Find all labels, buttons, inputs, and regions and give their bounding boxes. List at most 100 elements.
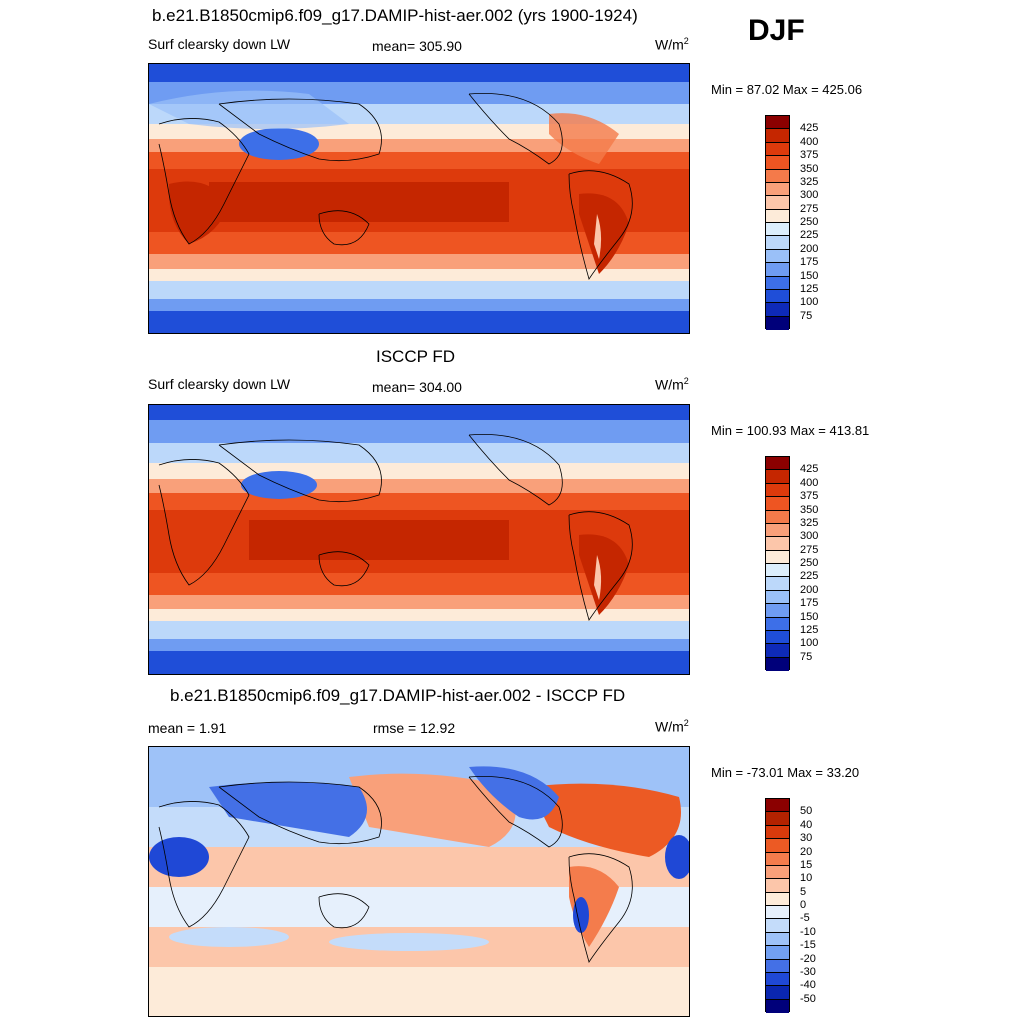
panel3-colorbar-segment xyxy=(766,865,789,880)
panel3-colorbar-tick-label: -5 xyxy=(800,912,810,925)
panel3-rmse-label: rmse = 12.92 xyxy=(373,720,456,736)
panel3-colorbar-tick-label: 5 xyxy=(800,885,807,898)
panel2-colorbar-segment xyxy=(766,630,789,645)
panel2-title: ISCCP FD xyxy=(376,347,456,366)
panel2-colorbar-tick-label: 150 xyxy=(800,610,819,623)
panel3-colorbar-segment xyxy=(766,932,789,947)
panel1-colorbar-tick-label: 325 xyxy=(800,175,819,188)
panel3-units: W/m2 xyxy=(655,718,689,735)
panel1-colorbar-tick-label: 275 xyxy=(800,202,819,215)
panel1-colorbar-segment xyxy=(766,182,789,197)
panel3-colorbar-tick-label: -50 xyxy=(800,992,816,1005)
panel1-colorbar-segment xyxy=(766,223,789,237)
panel1-colorbar-tick-label: 200 xyxy=(800,242,819,255)
panel2-colorbar-segment xyxy=(766,510,789,524)
panel1-colorbar-segment xyxy=(766,263,789,277)
panel1-map xyxy=(148,63,690,334)
panel2-colorbar-tick-label: 250 xyxy=(800,557,819,569)
panel1-colorbar-tick-label: 150 xyxy=(800,269,819,282)
panel2-units: W/m2 xyxy=(655,376,689,393)
panel2-colorbar-tick-label: 200 xyxy=(800,583,819,596)
panel2-colorbar-segment xyxy=(766,470,789,484)
panel1-colorbar-segment xyxy=(766,289,789,304)
panel3-colorbar-segment xyxy=(766,959,789,973)
panel1-mean-label: mean= 305.90 xyxy=(372,38,462,54)
panel3-colorbar-tick-label: -15 xyxy=(800,939,816,952)
panel2-colorbar-tick-label: 100 xyxy=(800,637,819,650)
panel3-colorbar-segment xyxy=(766,825,789,840)
panel1-colorbar-segment xyxy=(766,249,789,264)
panel3-colorbar-segment xyxy=(766,972,789,987)
panel1-colorbar xyxy=(765,115,790,330)
panel2-colorbar-tick-label: 375 xyxy=(800,490,819,503)
panel3-colorbar-tick-label: 40 xyxy=(800,818,813,831)
panel2-colorbar-tick-label: 400 xyxy=(800,476,819,489)
panel3-colorbar-tick-label: -40 xyxy=(800,979,816,992)
panel2-colorbar-tick-label: 325 xyxy=(800,516,819,529)
panel2-minmax: Min = 100.93 Max = 413.81 xyxy=(711,423,870,438)
panel3-colorbar-tick-label: 15 xyxy=(800,858,813,871)
panel3-title: b.e21.B1850cmip6.f09_g17.DAMIP-hist-aer.… xyxy=(170,686,626,705)
panel1-units: W/m2 xyxy=(655,36,689,53)
panel2-colorbar-tick-label: 350 xyxy=(800,503,819,516)
panel3-colorbar-segment xyxy=(766,946,789,960)
panel2-colorbar-tick-label: 75 xyxy=(800,650,813,663)
panel3-colorbar-tick-label: 30 xyxy=(800,832,813,845)
panel3-colorbar-tick-label: 0 xyxy=(800,899,807,911)
panel2-colorbar-tick-label: 225 xyxy=(800,570,819,583)
panel1-colorbar-segment xyxy=(766,142,789,157)
panel2-mean-label: mean= 304.00 xyxy=(372,379,462,395)
panel3-mean-label: mean = 1.91 xyxy=(148,720,227,736)
panel1-colorbar-segment xyxy=(766,276,789,290)
panel1-colorbar-segment xyxy=(766,209,789,223)
panel3-colorbar-segment xyxy=(766,906,789,920)
panel3-colorbar-tick-label: 10 xyxy=(800,872,813,885)
panel1-colorbar-tick-label: 375 xyxy=(800,149,819,162)
panel2-colorbar-tick-label: 275 xyxy=(800,543,819,556)
panel3-colorbar-segment xyxy=(766,892,789,906)
panel3-colorbar-segment xyxy=(766,986,789,1000)
panel3-colorbar xyxy=(765,798,790,1013)
panel1-colorbar-segment xyxy=(766,236,789,250)
panel3-colorbar-segment xyxy=(766,879,789,893)
panel2-colorbar-segment xyxy=(766,550,789,564)
panel1-colorbar-segment xyxy=(766,156,789,170)
panel3-map xyxy=(148,746,690,1017)
panel3-colorbar-segment xyxy=(766,919,789,933)
panel1-colorbar-tick-label: 125 xyxy=(800,282,819,295)
panel2-colorbar-tick-label: 175 xyxy=(800,597,819,610)
panel1-title: b.e21.B1850cmip6.f09_g17.DAMIP-hist-aer.… xyxy=(152,6,638,25)
panel1-colorbar-tick-label: 350 xyxy=(800,162,819,175)
panel3-minmax: Min = -73.01 Max = 33.20 xyxy=(711,765,860,780)
panel2-variable-label: Surf clearsky down LW xyxy=(148,376,291,392)
panel1-colorbar-segment xyxy=(766,316,789,330)
panel3-colorbar-tick-label: -30 xyxy=(800,965,816,978)
panel1-colorbar-tick-label: 175 xyxy=(800,256,819,269)
panel2-colorbar-segment xyxy=(766,483,789,498)
panel2-colorbar-segment xyxy=(766,457,789,471)
panel2-colorbar-segment xyxy=(766,497,789,511)
panel1-colorbar-tick-label: 75 xyxy=(800,309,813,322)
panel2-colorbar-segment xyxy=(766,644,789,658)
panel1-colorbar-segment xyxy=(766,169,789,183)
panel2-colorbar-segment xyxy=(766,564,789,578)
panel2-colorbar-tick-label: 425 xyxy=(800,463,819,476)
panel3-colorbar-segment xyxy=(766,799,789,813)
panel2-map xyxy=(148,404,690,675)
panel1-colorbar-tick-label: 300 xyxy=(800,189,819,202)
panel3-colorbar-tick-label: 20 xyxy=(800,845,813,858)
panel3-colorbar-segment xyxy=(766,812,789,826)
panel3-colorbar-segment xyxy=(766,999,789,1013)
panel1-colorbar-tick-label: 225 xyxy=(800,229,819,242)
panel1-minmax: Min = 87.02 Max = 425.06 xyxy=(711,82,863,97)
panel2-colorbar-tick-label: 300 xyxy=(800,530,819,543)
panel1-colorbar-tick-label: 425 xyxy=(800,122,819,135)
panel2-colorbar-segment xyxy=(766,537,789,551)
panel2-colorbar-segment xyxy=(766,590,789,605)
panel2-colorbar-segment xyxy=(766,604,789,618)
panel2-colorbar-segment xyxy=(766,523,789,538)
panel3-colorbar-tick-label: 50 xyxy=(800,805,813,818)
panel1-colorbar-segment xyxy=(766,116,789,130)
panel1-colorbar-tick-label: 400 xyxy=(800,135,819,148)
panel3-colorbar-tick-label: -10 xyxy=(800,925,816,938)
